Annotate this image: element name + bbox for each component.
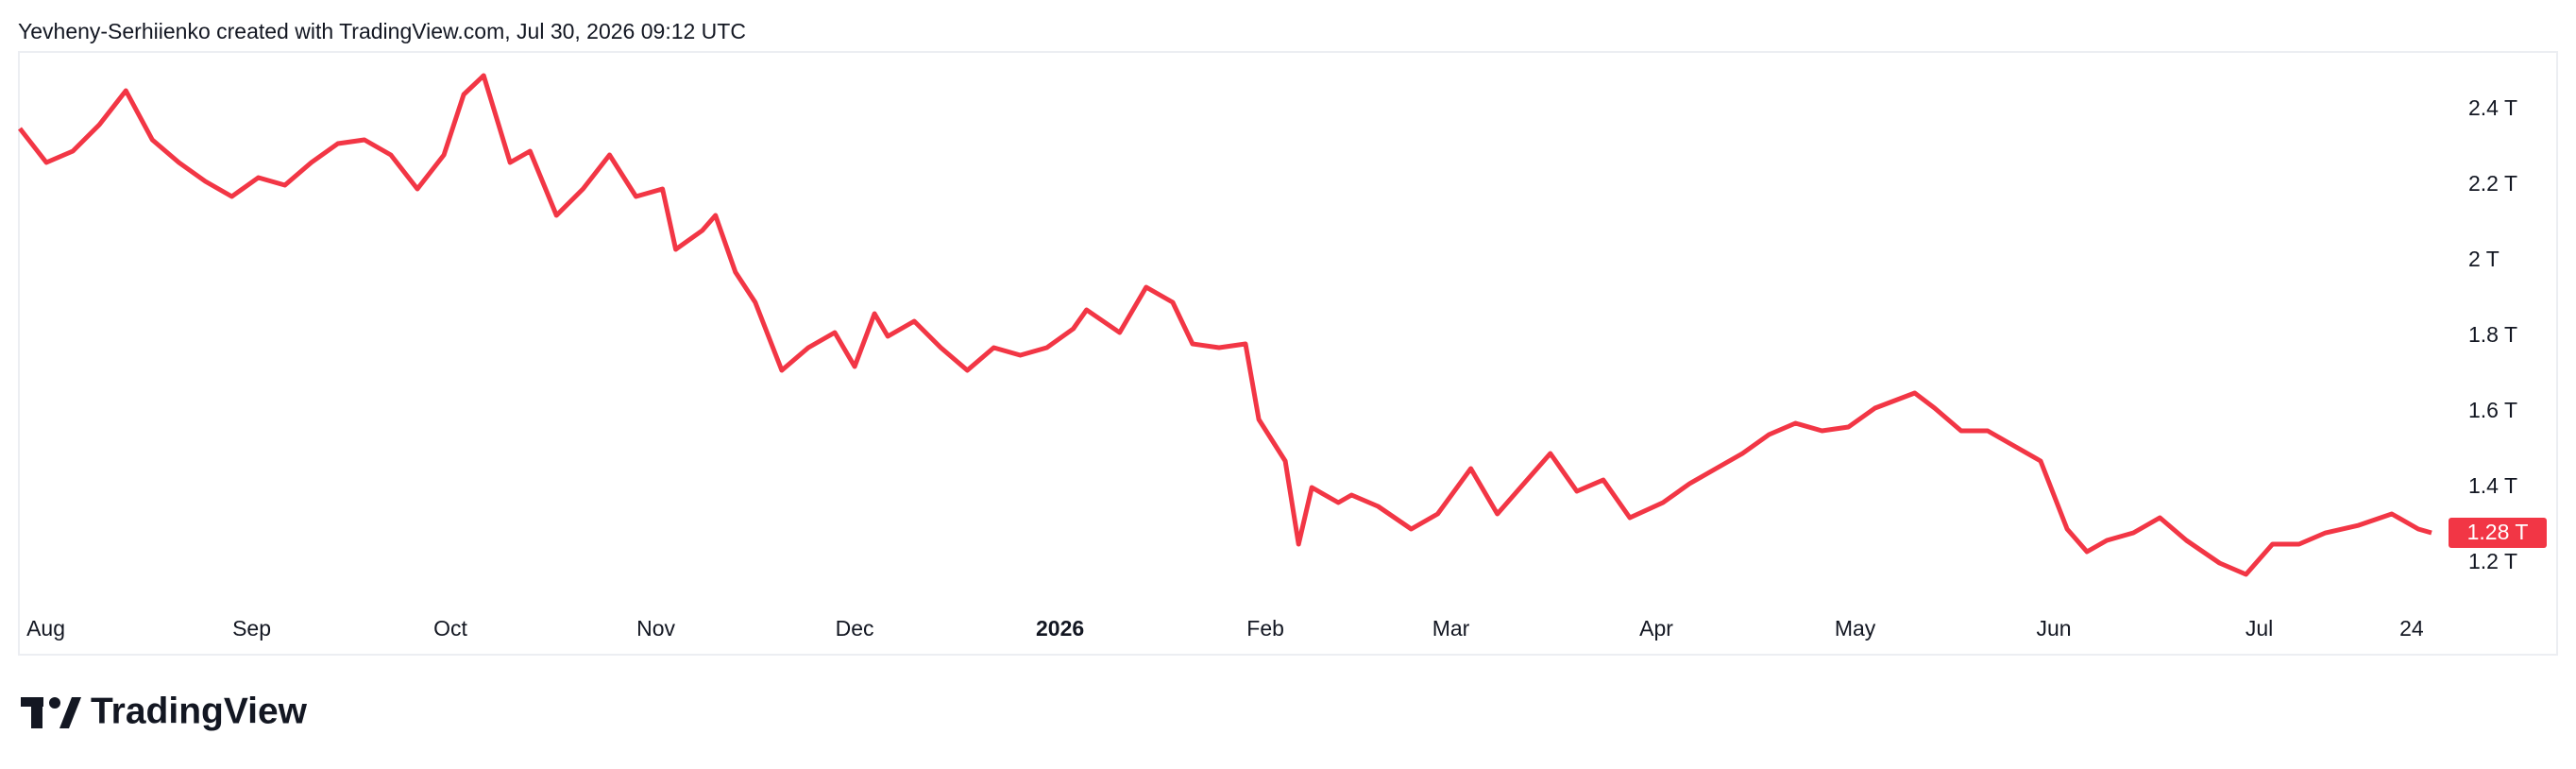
y-tick-label: 2 T — [2468, 247, 2500, 271]
x-tick-label: Sep — [232, 616, 271, 641]
y-tick-label: 2.4 T — [2468, 95, 2517, 120]
logo-dot — [49, 697, 60, 709]
y-tick-label: 1.6 T — [2468, 398, 2517, 422]
logo-stem — [31, 697, 42, 728]
x-tick-label: Mar — [1432, 616, 1470, 641]
header: Yevheny-Serhiienko created with TradingV… — [18, 19, 746, 43]
logo: TradingView — [21, 691, 308, 731]
y-tick-label: 1.4 T — [2468, 473, 2517, 498]
x-tick-label: 24 — [2399, 616, 2424, 641]
chart-frame — [18, 51, 2558, 656]
last-price-box — [2449, 518, 2547, 548]
x-tick-label: Jul — [2246, 616, 2273, 641]
x-tick-label: Nov — [636, 616, 675, 641]
x-tick-label: Feb — [1246, 616, 1284, 641]
y-tick-label: 2.2 T — [2468, 171, 2517, 196]
x-tick-label: Dec — [836, 616, 874, 641]
x-tick-label: Oct — [433, 616, 467, 641]
y-tick-label: 1.2 T — [2468, 549, 2517, 573]
y-tick-label: 1.8 T — [2468, 322, 2517, 347]
x-tick-label: Jun — [2037, 616, 2072, 641]
last-price-label: 1.28 T — [2467, 520, 2529, 544]
x-tick-label: 2026 — [1036, 616, 1084, 641]
price-line — [18, 73, 2432, 577]
logo-text: TradingView — [91, 691, 308, 731]
x-tick-label: Apr — [1639, 616, 1673, 641]
logo-slash — [59, 697, 81, 728]
x-tick-label: Aug — [26, 616, 65, 641]
x-tick-label: May — [1835, 616, 1876, 641]
